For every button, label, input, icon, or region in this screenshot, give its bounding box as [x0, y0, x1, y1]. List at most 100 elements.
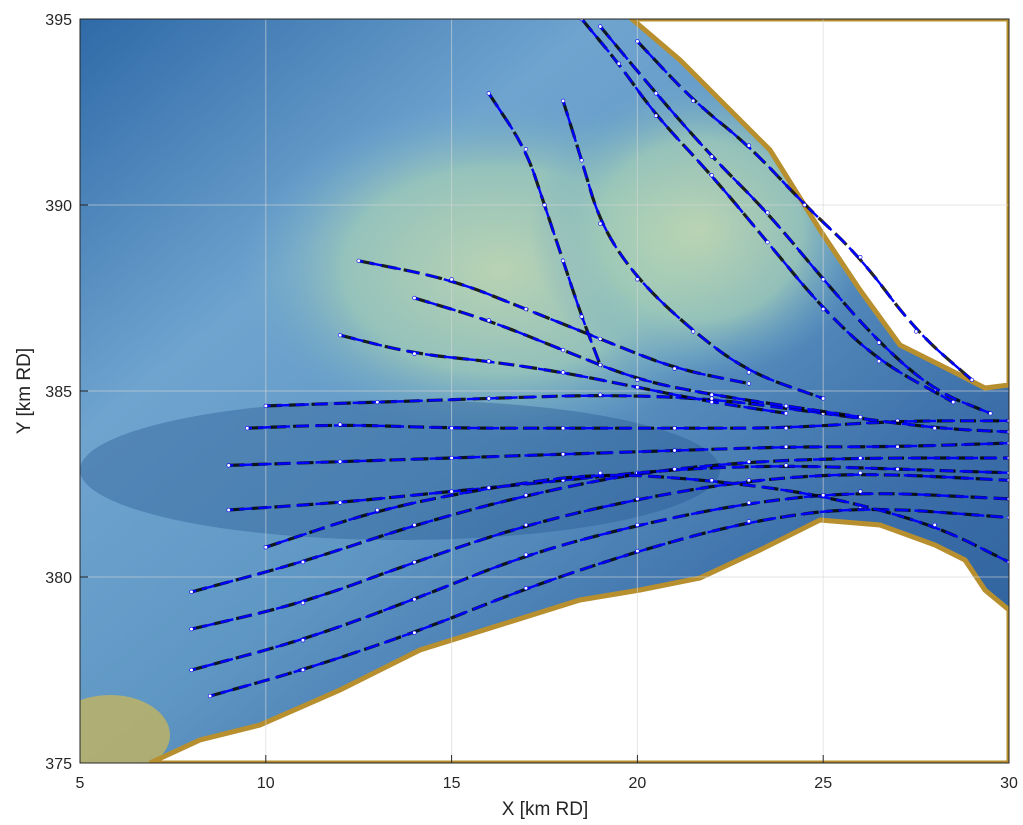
streamline-seed-point — [821, 493, 826, 498]
streamline-seed-point — [932, 522, 937, 528]
streamline-seed-point — [746, 478, 751, 483]
streamline-seed-point — [709, 478, 714, 483]
streamline-seed-point — [338, 333, 343, 338]
land-north — [628, 19, 1009, 391]
streamline — [414, 296, 861, 419]
streamline-seed-point — [449, 489, 454, 494]
streamline — [228, 465, 1009, 512]
streamline-seed-point — [486, 318, 491, 323]
streamline-seed-point — [783, 403, 789, 408]
streamline-seed-point — [765, 240, 770, 245]
streamline-seed-point — [783, 426, 789, 431]
x-tick-label: 10 — [257, 775, 275, 792]
streamline — [339, 334, 787, 415]
streamline-seed-point — [672, 426, 677, 431]
streamline-seed-point — [300, 560, 306, 565]
streamline-seed-point — [263, 403, 268, 408]
streamline-seed-point — [765, 210, 770, 215]
streamline-seed-point — [412, 351, 417, 356]
streamline-seed-point — [635, 548, 640, 554]
streamline-seed-point — [263, 545, 268, 550]
streamline-seed-point — [412, 630, 417, 635]
streamline-seed-point — [412, 522, 417, 528]
y-tick-label: 385 — [45, 384, 72, 401]
streamline — [487, 92, 602, 366]
streamline-seed-point — [245, 426, 250, 431]
streamline-seed-point — [207, 693, 213, 699]
streamline — [599, 25, 991, 415]
streamline-seed-point — [300, 600, 306, 606]
streamline — [209, 508, 1009, 698]
shoal-corner — [80, 695, 170, 763]
streamline — [561, 100, 824, 400]
streamline-seed-point — [486, 91, 491, 96]
streamline-seed-point — [560, 347, 566, 353]
x-tick-label: 25 — [814, 775, 832, 792]
streamline-seed-point — [746, 381, 751, 386]
streamline-seed-point — [709, 392, 714, 397]
streamline-seed-point — [598, 392, 603, 397]
streamline-seed-point — [542, 202, 547, 208]
streamline-seed-point — [523, 586, 529, 591]
streamline-seed-point — [821, 307, 826, 312]
streamline-seed-point — [300, 638, 306, 643]
streamline-seed-point — [913, 329, 919, 334]
streamline-seed-point — [746, 370, 751, 375]
streamline-seed-point — [691, 98, 696, 103]
streamline-seed-point — [858, 254, 863, 260]
streamline-seed-point — [876, 340, 882, 345]
streamline-dark — [598, 25, 991, 415]
streamlines — [189, 19, 1009, 699]
x-tick-label: 5 — [76, 775, 85, 792]
x-tick-label: 15 — [443, 775, 461, 792]
streamline-seed-point — [709, 396, 714, 401]
streamline-seed-point — [988, 411, 993, 416]
streamline-seed-point — [449, 426, 454, 431]
streamline-seed-point — [598, 24, 603, 29]
streamline-seed-point — [691, 329, 696, 334]
streamline-seed-point — [449, 277, 454, 282]
streamline-seed-point — [951, 400, 956, 405]
streamline-seed-point — [858, 455, 863, 461]
streamline-seed-point — [560, 370, 566, 375]
streamline-seed-point — [486, 359, 491, 364]
streamline-seed-point — [598, 336, 603, 342]
streamline-seed-point — [802, 202, 807, 208]
streamline — [636, 40, 973, 381]
streamline — [191, 456, 1009, 594]
ticks: 5 10 15 20 25 30 375 380 385 390 395 — [45, 12, 1018, 792]
streamline-seed-point — [523, 522, 529, 528]
streamline-seed-point — [672, 448, 677, 453]
streamline-seed-point — [858, 470, 863, 475]
x-tick-label: 30 — [1000, 775, 1018, 792]
streamline — [191, 473, 1009, 631]
streamline — [265, 394, 1009, 434]
streamline-seed-point — [189, 589, 194, 594]
streamline-seed-point — [616, 61, 621, 66]
y-tick-label: 390 — [45, 198, 72, 215]
streamline-seed-point — [560, 426, 566, 431]
streamline-seed-point — [932, 426, 937, 431]
streamline-seed-point — [635, 277, 640, 282]
streamline-seed-point — [746, 519, 751, 524]
streamline-seed-point — [226, 507, 231, 513]
streamline-seed-point — [449, 455, 454, 461]
x-axis-label: X [km RD] — [502, 799, 589, 820]
land-south — [148, 517, 1009, 763]
streamline-seed-point — [783, 463, 789, 468]
streamline-seed-point — [338, 500, 343, 505]
streamline-seed-point — [709, 173, 714, 178]
streamline-seed-point — [579, 158, 584, 163]
streamline-seed-point — [560, 452, 566, 457]
y-tick-label: 380 — [45, 570, 72, 587]
streamline-seed-point — [598, 362, 603, 368]
streamline-seed-point — [858, 414, 863, 420]
y-axis-label: Y [km RD] — [14, 348, 35, 434]
streamline-seed-point — [672, 366, 677, 371]
streamline-seed-point — [486, 485, 491, 490]
streamline — [265, 474, 1009, 564]
streamline-seed-point — [821, 396, 826, 401]
y-tick-label: 375 — [45, 756, 72, 773]
streamline-seed-point — [709, 400, 714, 405]
